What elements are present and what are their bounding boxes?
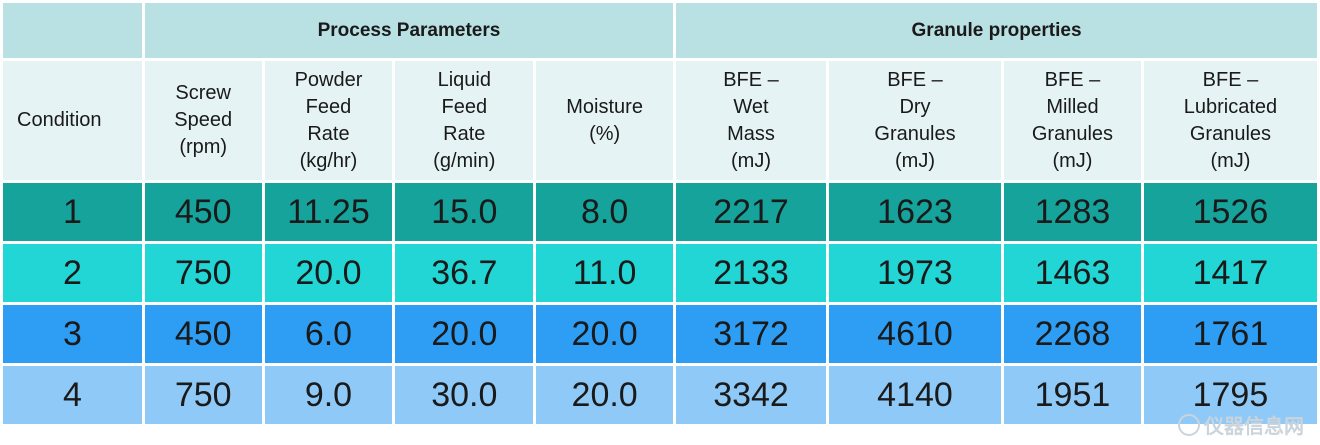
column-header-line: Granules — [1189, 122, 1272, 145]
column-header-line: Lubricated — [1183, 95, 1278, 118]
column-header-line: Wet — [733, 95, 769, 118]
group-header-blank — [3, 3, 142, 58]
table-cell: 1795 — [1143, 366, 1317, 424]
table-cell: 1623 — [828, 183, 1002, 241]
table-cell: 1761 — [1143, 305, 1317, 363]
watermark-logo-icon — [1178, 414, 1200, 436]
column-header: Powder Feed Rate (kg/hr) — [264, 61, 393, 180]
column-header-line: Feed — [441, 95, 488, 118]
table-row: 4 750 9.0 30.0 20.0 3342 4140 1951 1795 — [3, 366, 1317, 424]
table-cell: 1973 — [828, 244, 1002, 302]
table-cell: 1417 — [1143, 244, 1317, 302]
table-cell: 36.7 — [395, 244, 534, 302]
table-cell: 750 — [144, 244, 262, 302]
column-header-line: Powder — [294, 68, 363, 91]
table-cell: 450 — [144, 305, 262, 363]
table-row: 1 450 11.25 15.0 8.0 2217 1623 1283 1526 — [3, 183, 1317, 241]
table-cell: 8.0 — [536, 183, 674, 241]
table-cell: 11.0 — [536, 244, 674, 302]
table-body: 1 450 11.25 15.0 8.0 2217 1623 1283 1526 2 750 20.0… — [3, 183, 1317, 424]
watermark: 仪器信息网 — [1178, 410, 1304, 439]
column-header-line: BFE – — [723, 68, 779, 91]
group-header-process: Process Parameters — [144, 3, 674, 58]
column-header-line: Rate — [307, 122, 350, 145]
column-header-line: Screw — [175, 82, 231, 104]
table-cell: 1283 — [1004, 183, 1141, 241]
table-cell: 20.0 — [536, 305, 674, 363]
column-header: Liquid Feed Rate (g/min) — [395, 61, 534, 180]
column-header: BFE – Wet Mass (mJ) — [676, 61, 826, 180]
column-header-line: (%) — [589, 122, 621, 145]
column-header-line: BFE – — [1044, 68, 1101, 91]
column-header-line: BFE – — [887, 68, 943, 91]
table-cell: 30.0 — [395, 366, 534, 424]
table-cell: 20.0 — [264, 244, 393, 302]
group-header-row: Process Parameters Granule properties — [3, 3, 1317, 58]
column-header: Screw Speed (rpm) — [144, 61, 262, 180]
column-header-line: Dry — [899, 95, 931, 118]
column-header-line: BFE – — [1202, 68, 1259, 91]
column-header-line: (rpm) — [179, 136, 228, 158]
table-cell: 1463 — [1004, 244, 1141, 302]
column-header: Moisture (%) — [536, 61, 674, 180]
column-header-line: (g/min) — [433, 149, 496, 172]
table-row: 3 450 6.0 20.0 20.0 3172 4610 2268 1761 — [3, 305, 1317, 363]
column-header: BFE – Lubricated Granules (mJ) — [1143, 61, 1317, 180]
condition-cell: 4 — [3, 366, 142, 424]
column-header-line: Moisture — [566, 95, 643, 118]
table-cell: 1951 — [1004, 366, 1141, 424]
condition-cell: 2 — [3, 244, 142, 302]
table-cell: 2217 — [676, 183, 826, 241]
table-cell: 11.25 — [264, 183, 393, 241]
column-header-line: Liquid — [437, 68, 491, 91]
column-header-line: (mJ) — [1210, 149, 1251, 172]
table-cell: 450 — [144, 183, 262, 241]
column-header-line: (mJ) — [1052, 149, 1093, 172]
column-header-line: Rate — [443, 122, 486, 145]
table-cell: 3342 — [676, 366, 826, 424]
column-header-line: Granules — [874, 122, 956, 145]
column-header-line: Granules — [1031, 122, 1114, 145]
watermark-text: 仪器信息网 — [1204, 416, 1304, 438]
table-cell: 6.0 — [264, 305, 393, 363]
column-header-line: (mJ) — [731, 149, 771, 172]
condition-cell: 3 — [3, 305, 142, 363]
column-header: BFE – Milled Granules (mJ) — [1004, 61, 1141, 180]
table-cell: 20.0 — [536, 366, 674, 424]
table-cell: 15.0 — [395, 183, 534, 241]
column-header-line: (kg/hr) — [299, 149, 358, 172]
table-cell: 2133 — [676, 244, 826, 302]
column-header-line: (mJ) — [895, 149, 935, 172]
table-cell: 20.0 — [395, 305, 534, 363]
column-header-line: Feed — [305, 95, 352, 118]
column-header-line: Mass — [727, 122, 775, 145]
table-cell: 1526 — [1143, 183, 1317, 241]
table-cell: 750 — [144, 366, 262, 424]
table-cell: 2268 — [1004, 305, 1141, 363]
condition-cell: 1 — [3, 183, 142, 241]
column-header-line: Condition — [17, 109, 102, 131]
table-cell: 4610 — [828, 305, 1002, 363]
table-cell: 9.0 — [264, 366, 393, 424]
column-header-line: Speed — [174, 109, 233, 131]
table-cell: 4140 — [828, 366, 1002, 424]
column-header: BFE – Dry Granules (mJ) — [828, 61, 1002, 180]
group-header-granule: Granule properties — [676, 3, 1317, 58]
data-table: Process Parameters Granule properties Co… — [3, 3, 1317, 424]
table-cell: 3172 — [676, 305, 826, 363]
column-header-row: Condition Screw Speed (rpm) Powder Feed Rate (k… — [3, 61, 1317, 180]
column-header: Condition — [3, 61, 142, 180]
table-row: 2 750 20.0 36.7 11.0 2133 1973 1463 1417 — [3, 244, 1317, 302]
column-header-line: Milled — [1046, 95, 1099, 118]
